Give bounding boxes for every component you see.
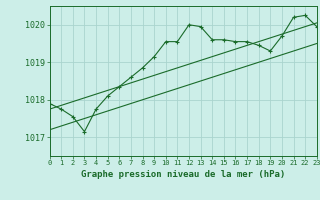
X-axis label: Graphe pression niveau de la mer (hPa): Graphe pression niveau de la mer (hPa) <box>81 170 285 179</box>
